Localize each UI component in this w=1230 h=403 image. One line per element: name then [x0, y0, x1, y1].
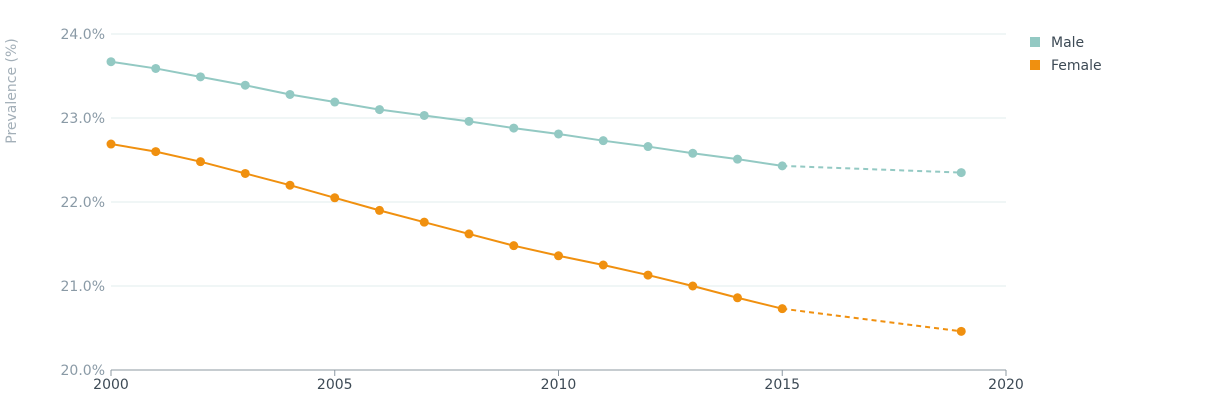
- data-point-male[interactable]: [956, 168, 966, 178]
- data-point-female[interactable]: [598, 260, 608, 270]
- data-point-female[interactable]: [509, 241, 519, 251]
- projection-line-female: [782, 307, 962, 333]
- data-point-male[interactable]: [554, 129, 563, 139]
- data-point-male[interactable]: [285, 89, 295, 99]
- data-point-male[interactable]: [419, 110, 429, 120]
- data-point-female[interactable]: [330, 193, 340, 203]
- y-tick-label: 24.0%: [61, 27, 105, 43]
- data-point-female[interactable]: [688, 281, 698, 291]
- x-tick-label: 2010: [541, 377, 577, 393]
- projection-line-male: [782, 164, 962, 174]
- data-point-male[interactable]: [106, 57, 116, 67]
- data-point-female[interactable]: [375, 205, 384, 215]
- data-point-female[interactable]: [285, 180, 295, 190]
- data-point-female[interactable]: [464, 229, 474, 239]
- y-tick-label: 20.0%: [61, 363, 105, 379]
- x-tick-label: 2020: [988, 377, 1024, 393]
- data-point-male[interactable]: [733, 154, 742, 164]
- data-point-female[interactable]: [777, 304, 787, 314]
- legend-swatch-female: [1030, 60, 1040, 70]
- series-group: [106, 57, 966, 336]
- data-point-female[interactable]: [106, 139, 116, 149]
- data-point-male[interactable]: [375, 105, 384, 115]
- series-line-male: [110, 60, 783, 167]
- data-point-male[interactable]: [240, 80, 250, 90]
- series-line-female: [110, 143, 783, 310]
- data-point-male[interactable]: [464, 116, 474, 126]
- legend-swatch-male: [1030, 37, 1040, 47]
- data-point-male[interactable]: [196, 72, 205, 82]
- x-tick-label: 2015: [764, 377, 800, 393]
- series-female: [106, 139, 966, 336]
- x-tick-label: 2005: [317, 377, 353, 393]
- x-tick-label: 2000: [93, 377, 129, 393]
- data-point-male[interactable]: [509, 123, 519, 133]
- data-point-male[interactable]: [643, 142, 653, 152]
- data-point-male[interactable]: [688, 148, 698, 158]
- data-point-female[interactable]: [419, 217, 429, 227]
- data-point-female[interactable]: [554, 251, 563, 261]
- data-point-female[interactable]: [956, 326, 966, 336]
- axes: 20.0% 21.0% 22.0% 23.0% 24.0% 2000 2005 2010 201…: [61, 27, 1024, 393]
- data-point-male[interactable]: [598, 136, 608, 146]
- data-point-female[interactable]: [240, 168, 250, 178]
- series-male: [106, 57, 966, 178]
- gridlines: [111, 33, 1006, 287]
- data-point-male[interactable]: [151, 63, 161, 73]
- y-axis-title: Prevalence (%): [4, 38, 20, 144]
- legend-label-male[interactable]: Male: [1051, 35, 1084, 51]
- data-point-female[interactable]: [196, 157, 205, 167]
- data-point-female[interactable]: [733, 293, 742, 303]
- data-point-female[interactable]: [643, 270, 653, 280]
- legend: Male Female: [1030, 35, 1102, 74]
- y-tick-label: 21.0%: [61, 279, 105, 295]
- data-point-male[interactable]: [777, 161, 787, 171]
- y-tick-label: 22.0%: [61, 195, 105, 211]
- data-point-male[interactable]: [330, 97, 340, 107]
- y-tick-label: 23.0%: [61, 111, 105, 127]
- data-point-female[interactable]: [151, 147, 161, 157]
- legend-label-female[interactable]: Female: [1051, 58, 1102, 74]
